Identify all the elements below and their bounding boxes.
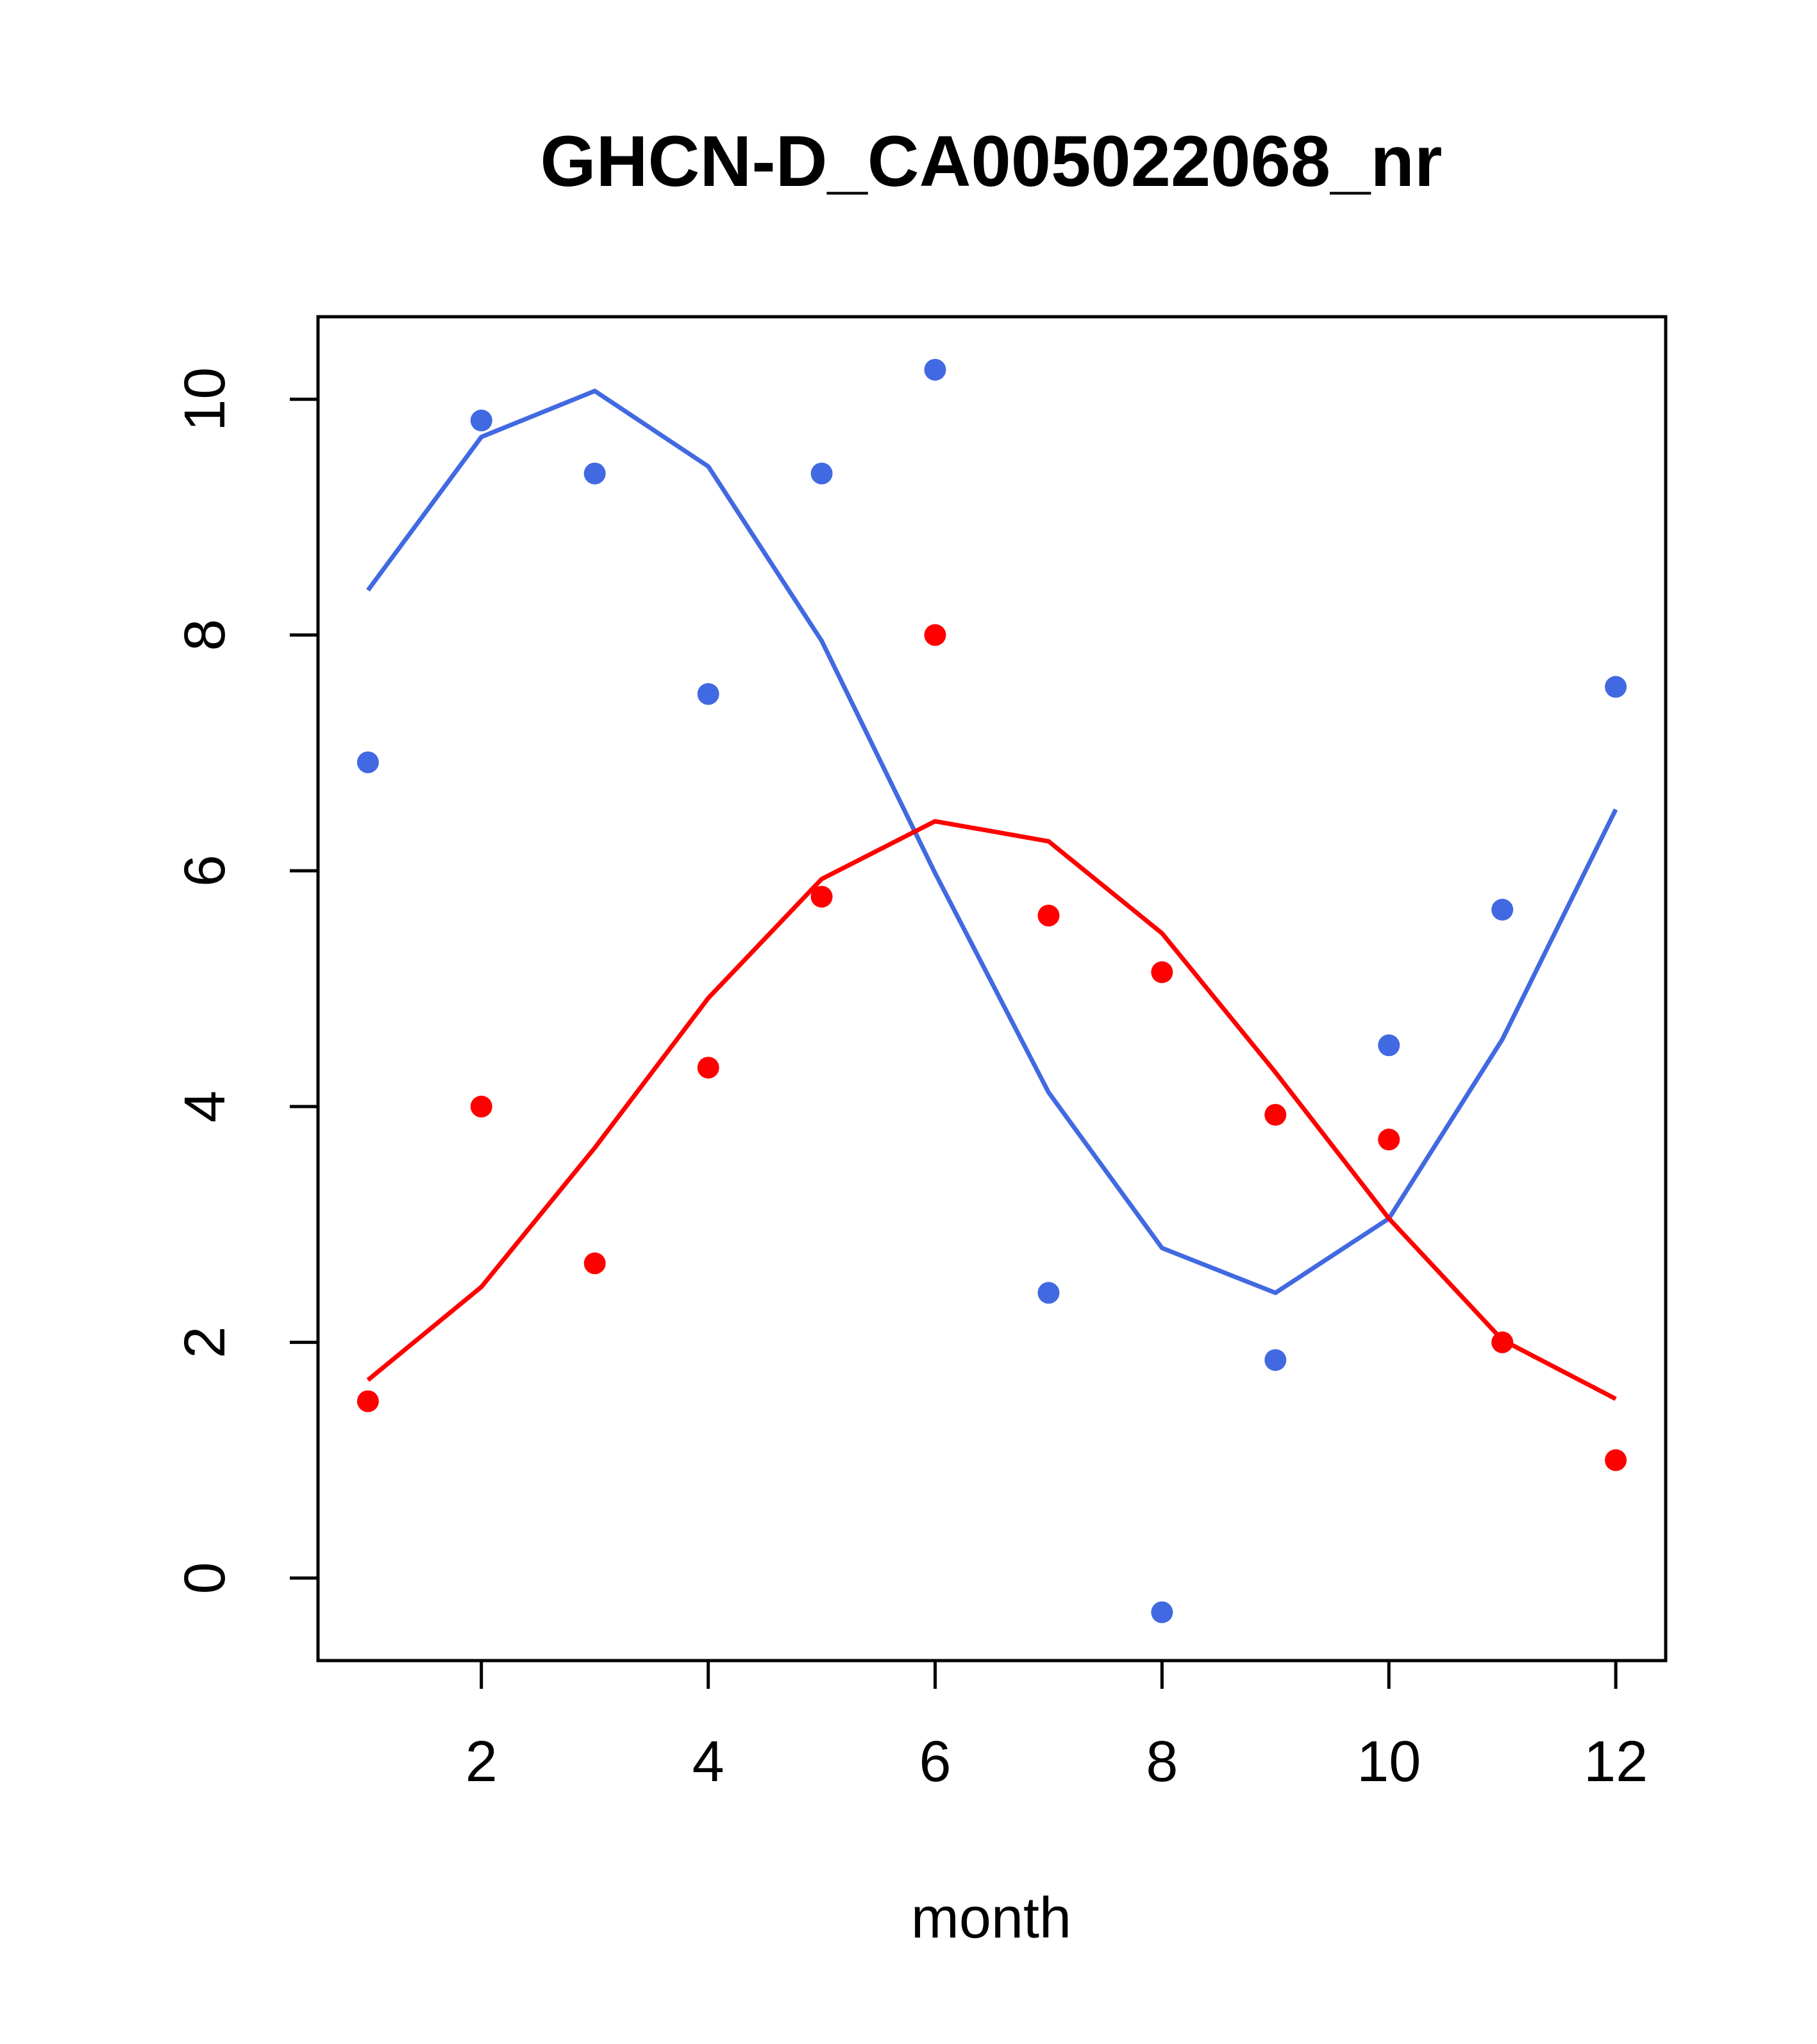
y-tick-label: 4 <box>173 1091 237 1123</box>
series-1-point <box>356 751 379 773</box>
series-1-point <box>1605 676 1627 698</box>
series-2-point <box>697 1057 719 1079</box>
x-tick-label: 10 <box>1357 1730 1421 1794</box>
x-axis-label: month <box>911 1886 1071 1950</box>
series-2-point <box>924 624 946 646</box>
series-2-point <box>1378 1128 1400 1151</box>
series-1-point <box>924 358 946 381</box>
series-2-point <box>810 885 833 908</box>
x-tick-label: 12 <box>1584 1730 1648 1794</box>
y-tick-label: 6 <box>173 855 237 887</box>
y-tick-label: 2 <box>173 1327 237 1359</box>
series-2-point <box>583 1252 606 1275</box>
series-1-point <box>1378 1034 1400 1057</box>
plot-area <box>356 358 1627 1623</box>
x-tick-label: 6 <box>919 1730 951 1794</box>
x-tick-label: 4 <box>692 1730 724 1794</box>
x-tick-label: 2 <box>465 1730 498 1794</box>
y-tick-label: 8 <box>173 619 237 651</box>
series-2-point <box>470 1095 492 1118</box>
series-2-line <box>366 819 1617 1401</box>
chart-title: GHCN-D_CA005022068_nr <box>540 121 1443 201</box>
series-2-point <box>1037 905 1060 926</box>
series-1-point <box>1037 1282 1060 1304</box>
y-tick-label: 10 <box>173 367 237 431</box>
series-1-point <box>470 409 492 431</box>
series-1-point <box>697 683 719 705</box>
x-tick-label: 8 <box>1146 1730 1178 1794</box>
series-1-point <box>1491 898 1514 921</box>
series-1-line <box>366 389 1618 1295</box>
series-2-point <box>356 1390 379 1412</box>
series-2-point <box>1491 1331 1514 1353</box>
axes: 2 4 6 8 10 12 0 2 4 6 8 10 <box>173 315 1668 1794</box>
series-2-point <box>1605 1449 1627 1471</box>
series-2-point <box>1264 1103 1287 1126</box>
y-tick-label: 0 <box>173 1562 237 1594</box>
series-1-point <box>583 462 606 485</box>
series-1-point <box>1151 1601 1173 1623</box>
series-1-point <box>1264 1349 1287 1371</box>
series-2-point <box>1151 961 1173 984</box>
series-1-point <box>810 462 833 485</box>
